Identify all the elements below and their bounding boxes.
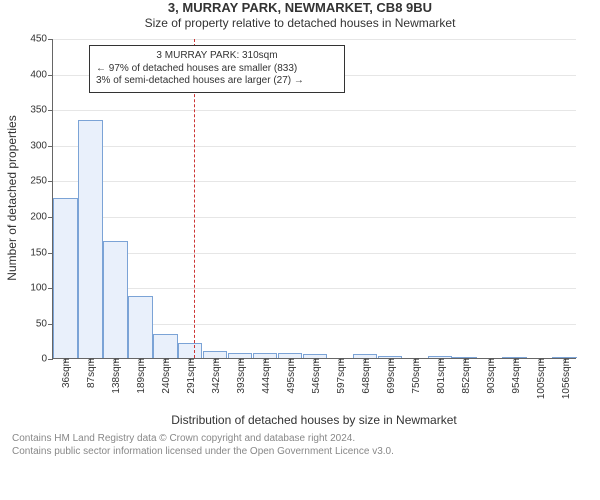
xtick-label: 291sqm <box>184 358 197 394</box>
xtick-label: 240sqm <box>159 358 172 394</box>
footer-line-1: Contains HM Land Registry data © Crown c… <box>12 433 600 446</box>
annotation-line: ← 97% of detached houses are smaller (83… <box>96 63 338 76</box>
xtick-label: 852sqm <box>459 358 472 394</box>
x-axis-label: Distribution of detached houses by size … <box>52 413 576 427</box>
xtick-label: 138sqm <box>110 358 123 394</box>
chart-subtitle: Size of property relative to detached ho… <box>0 16 600 31</box>
xtick-label: 393sqm <box>234 358 247 394</box>
ytick-label: 100 <box>30 283 53 294</box>
gridline <box>53 288 576 289</box>
xtick-label: 597sqm <box>334 358 347 394</box>
xtick-label: 189sqm <box>134 358 147 394</box>
xtick-label: 801sqm <box>434 358 447 394</box>
gridline <box>53 181 576 182</box>
ytick-label: 450 <box>30 34 53 45</box>
footer-attribution: Contains HM Land Registry data © Crown c… <box>0 427 600 458</box>
ytick-label: 400 <box>30 69 53 80</box>
annotation-box: 3 MURRAY PARK: 310sqm← 97% of detached h… <box>89 45 345 93</box>
gridline <box>53 253 576 254</box>
ytick-label: 200 <box>30 212 53 223</box>
plot-area: 05010015020025030035040045036sqm87sqm138… <box>52 39 576 359</box>
chart-title: 3, MURRAY PARK, NEWMARKET, CB8 9BU <box>0 0 600 16</box>
histogram-bar <box>53 198 77 358</box>
xtick-label: 495sqm <box>284 358 297 394</box>
xtick-label: 954sqm <box>509 358 522 394</box>
histogram-bar <box>78 120 102 358</box>
annotation-line: 3 MURRAY PARK: 310sqm <box>96 50 338 63</box>
gridline <box>53 217 576 218</box>
histogram-bar <box>178 343 202 359</box>
histogram-bar <box>103 241 127 358</box>
xtick-label: 36sqm <box>60 358 73 388</box>
xtick-label: 1056sqm <box>559 358 572 399</box>
xtick-label: 903sqm <box>484 358 497 394</box>
xtick-label: 546sqm <box>309 358 322 394</box>
gridline <box>53 146 576 147</box>
xtick-label: 342sqm <box>209 358 222 394</box>
xtick-label: 648sqm <box>359 358 372 394</box>
histogram-bar <box>153 334 177 358</box>
ytick-label: 350 <box>30 105 53 116</box>
ytick-label: 300 <box>30 140 53 151</box>
ytick-label: 150 <box>30 247 53 258</box>
y-axis-label: Number of detached properties <box>5 38 19 358</box>
annotation-line: 3% of semi-detached houses are larger (2… <box>96 75 338 88</box>
ytick-label: 250 <box>30 176 53 187</box>
xtick-label: 87sqm <box>85 358 98 388</box>
gridline <box>53 39 576 40</box>
ytick-label: 0 <box>41 354 53 365</box>
histogram-bar <box>128 296 152 359</box>
ytick-label: 50 <box>36 318 53 329</box>
gridline <box>53 110 576 111</box>
xtick-label: 750sqm <box>409 358 422 394</box>
footer-line-2: Contains public sector information licen… <box>12 446 600 459</box>
xtick-label: 444sqm <box>259 358 272 394</box>
xtick-label: 699sqm <box>384 358 397 394</box>
xtick-label: 1005sqm <box>534 358 547 399</box>
